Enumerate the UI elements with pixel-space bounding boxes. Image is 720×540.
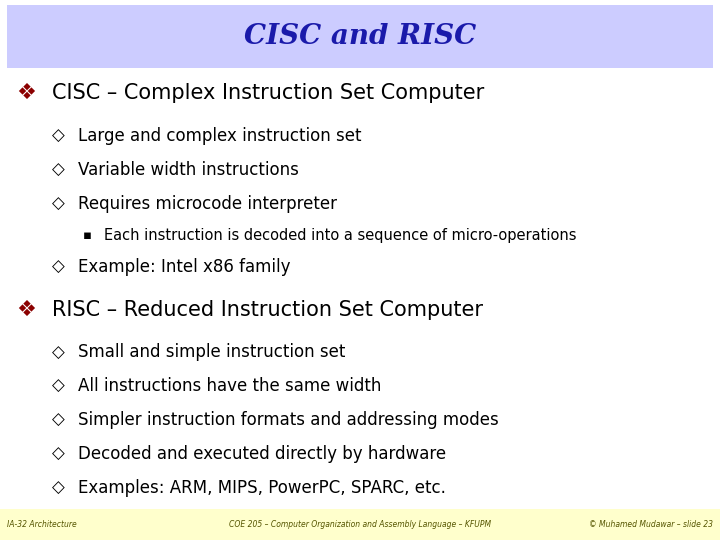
Text: © Muhamed Mudawar – slide 23: © Muhamed Mudawar – slide 23 bbox=[589, 520, 713, 529]
Text: ❖: ❖ bbox=[16, 83, 36, 103]
Text: IA-32 Architecture: IA-32 Architecture bbox=[7, 520, 77, 529]
FancyBboxPatch shape bbox=[7, 5, 713, 68]
Text: ◇: ◇ bbox=[52, 377, 65, 395]
Text: ◇: ◇ bbox=[52, 343, 65, 361]
Text: CISC – Complex Instruction Set Computer: CISC – Complex Instruction Set Computer bbox=[52, 83, 484, 103]
Text: Small and simple instruction set: Small and simple instruction set bbox=[78, 343, 345, 361]
Text: Requires microcode interpreter: Requires microcode interpreter bbox=[78, 195, 337, 213]
Text: Simpler instruction formats and addressing modes: Simpler instruction formats and addressi… bbox=[78, 411, 498, 429]
Text: RISC – Reduced Instruction Set Computer: RISC – Reduced Instruction Set Computer bbox=[52, 300, 483, 320]
Text: ◇: ◇ bbox=[52, 479, 65, 497]
Text: ▪: ▪ bbox=[83, 229, 92, 242]
Text: Large and complex instruction set: Large and complex instruction set bbox=[78, 127, 361, 145]
Text: All instructions have the same width: All instructions have the same width bbox=[78, 377, 381, 395]
FancyBboxPatch shape bbox=[0, 509, 720, 540]
Text: ◇: ◇ bbox=[52, 127, 65, 145]
Text: Examples: ARM, MIPS, PowerPC, SPARC, etc.: Examples: ARM, MIPS, PowerPC, SPARC, etc… bbox=[78, 479, 446, 497]
Text: Example: Intel x86 family: Example: Intel x86 family bbox=[78, 258, 290, 276]
Text: COE 205 – Computer Organization and Assembly Language – KFUPM: COE 205 – Computer Organization and Asse… bbox=[229, 520, 491, 529]
Text: ◇: ◇ bbox=[52, 411, 65, 429]
Text: ◇: ◇ bbox=[52, 258, 65, 276]
Text: ◇: ◇ bbox=[52, 161, 65, 179]
Text: ❖: ❖ bbox=[16, 300, 36, 320]
Text: ◇: ◇ bbox=[52, 195, 65, 213]
Text: ◇: ◇ bbox=[52, 445, 65, 463]
Text: Variable width instructions: Variable width instructions bbox=[78, 161, 299, 179]
Text: Decoded and executed directly by hardware: Decoded and executed directly by hardwar… bbox=[78, 445, 446, 463]
Text: Each instruction is decoded into a sequence of micro-operations: Each instruction is decoded into a seque… bbox=[104, 228, 577, 243]
Text: CISC and RISC: CISC and RISC bbox=[244, 23, 476, 50]
